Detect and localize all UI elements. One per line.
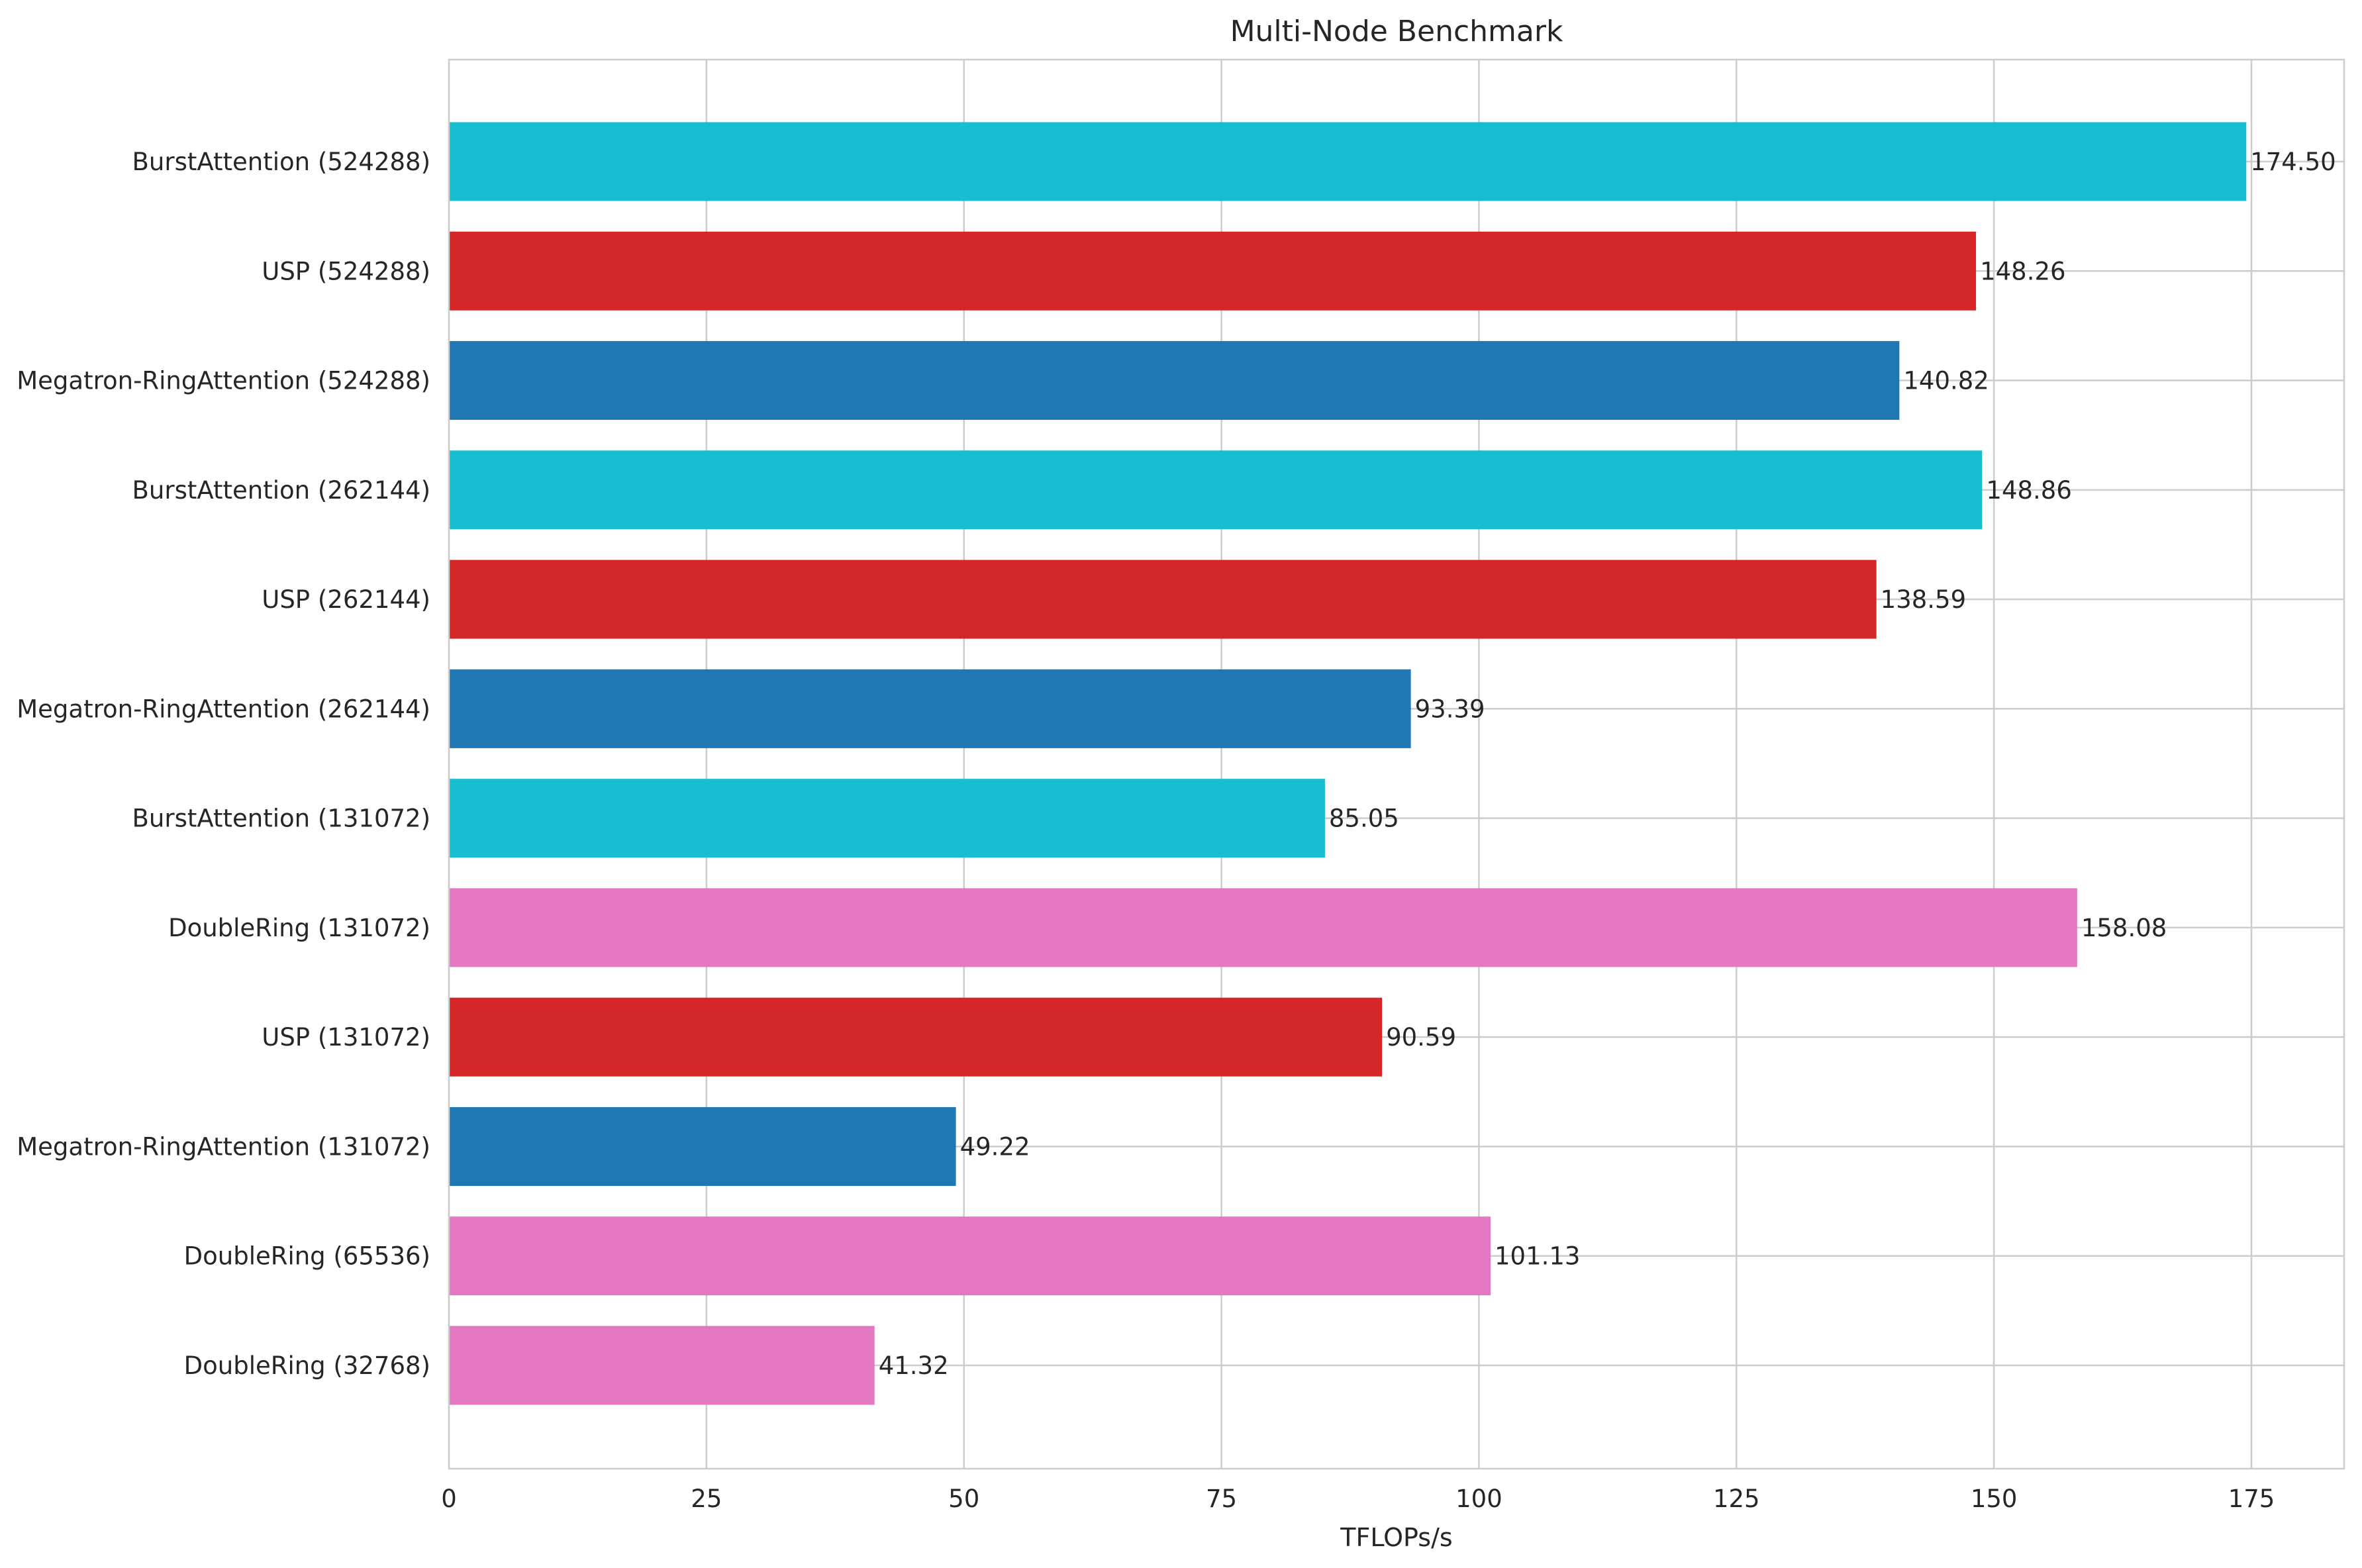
x-tick-labels: 0 25 50 75 100 125 150 175 xyxy=(441,1485,2275,1513)
y-category-label: USP (262144) xyxy=(262,585,430,614)
bar-value-label: 90.59 xyxy=(1386,1023,1456,1052)
bar-value-label: 158.08 xyxy=(2081,914,2167,942)
bar-value-label: 41.32 xyxy=(879,1351,949,1380)
plot-frame xyxy=(448,58,2345,1470)
bar xyxy=(449,1216,1491,1296)
x-tick-label: 175 xyxy=(2228,1485,2275,1513)
y-category-label: USP (131072) xyxy=(262,1023,430,1052)
bar-value-label: 138.59 xyxy=(1881,585,1966,614)
x-tick-label: 0 xyxy=(441,1485,457,1513)
x-tick-label: 75 xyxy=(1206,1485,1237,1513)
y-category-label: BurstAttention (262144) xyxy=(132,476,430,505)
bar xyxy=(449,231,1977,311)
x-tick-label: 125 xyxy=(1713,1485,1760,1513)
bar xyxy=(449,560,1877,639)
bar-value-label: 93.39 xyxy=(1415,695,1485,723)
x-tick-label: 100 xyxy=(1455,1485,1502,1513)
bar xyxy=(449,888,2077,967)
bar xyxy=(449,997,1383,1077)
y-category-label: Megatron-RingAttention (131072) xyxy=(17,1132,430,1161)
y-category-label: DoubleRing (131072) xyxy=(168,914,430,942)
bar-value-label: 49.22 xyxy=(960,1132,1030,1161)
y-category-label: DoubleRing (65536) xyxy=(184,1242,430,1271)
category-labels: BurstAttention (524288) USP (524288) Megat… xyxy=(17,148,430,1380)
bar-value-label: 101.13 xyxy=(1495,1242,1580,1271)
bar-value-label: 148.86 xyxy=(1986,476,2071,505)
bar xyxy=(449,1106,956,1186)
y-category-label: DoubleRing (32768) xyxy=(184,1351,430,1380)
value-labels: 174.50 148.26 140.82 148.86 138.59 93.39 85.05… xyxy=(879,148,2336,1380)
y-category-label: BurstAttention (524288) xyxy=(132,148,430,176)
bar xyxy=(449,669,1411,748)
bars xyxy=(449,122,2247,1405)
bar-value-label: 140.82 xyxy=(1903,367,1989,395)
x-axis-label: TFLOPs/s xyxy=(1340,1523,1452,1552)
y-category-label: Megatron-RingAttention (524288) xyxy=(17,367,430,395)
bar xyxy=(449,779,1325,858)
bar-value-label: 85.05 xyxy=(1329,805,1399,833)
x-tick-label: 150 xyxy=(1971,1485,2018,1513)
bar-value-label: 148.26 xyxy=(1980,257,2065,285)
x-tick-label: 50 xyxy=(948,1485,979,1513)
bar xyxy=(449,341,1900,420)
y-category-label: Megatron-RingAttention (262144) xyxy=(17,695,430,723)
bar xyxy=(449,450,1983,530)
x-tick-label: 25 xyxy=(691,1485,722,1513)
bar xyxy=(449,1326,875,1405)
bar xyxy=(449,122,2247,201)
chart-title: Multi-Node Benchmark xyxy=(1230,15,1563,48)
bar-value-label: 174.50 xyxy=(2250,148,2336,176)
y-category-label: BurstAttention (131072) xyxy=(132,805,430,833)
y-category-label: USP (524288) xyxy=(262,257,430,285)
